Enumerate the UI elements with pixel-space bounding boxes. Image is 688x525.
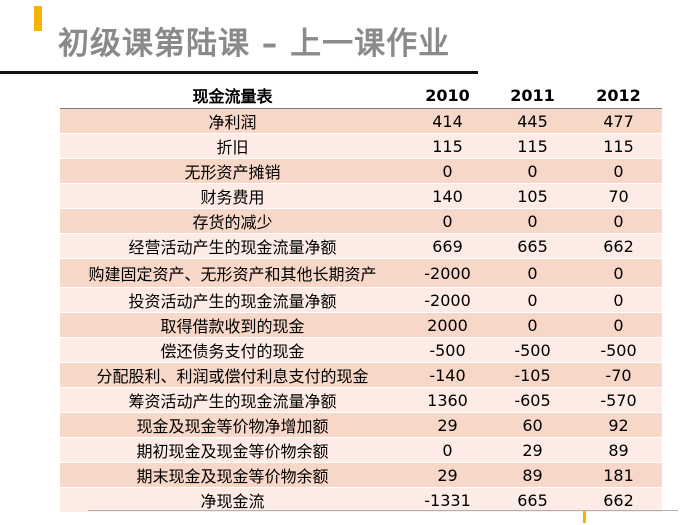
- row-value: 0: [490, 208, 575, 234]
- row-label: 筹资活动产生的现金流量净额: [60, 387, 405, 413]
- row-value: 29: [405, 462, 490, 488]
- footer-divider: [88, 510, 678, 511]
- row-value: 0: [405, 158, 490, 184]
- row-label: 净利润: [60, 108, 405, 134]
- table-row: 净利润 414 445 477: [60, 108, 662, 134]
- row-value: 115: [405, 133, 490, 159]
- row-value: 2000: [405, 312, 490, 338]
- row-value: 0: [575, 158, 662, 184]
- row-value: -1331: [405, 487, 490, 513]
- table-row: 存货的减少 0 0 0: [60, 208, 662, 234]
- table-row: 经营活动产生的现金流量净额 669 665 662: [60, 233, 662, 259]
- table-row: 现金及现金等价物净增加额 29 60 92: [60, 412, 662, 438]
- row-label: 净现金流: [60, 487, 405, 513]
- cash-flow-table: 现金流量表 2010 2011 2012 净利润 414 445 477 折旧 …: [60, 82, 662, 513]
- row-value: 0: [575, 258, 662, 288]
- accent-bar: [34, 6, 42, 31]
- row-value: -500: [405, 337, 490, 363]
- row-label: 购建固定资产、无形资产和其他长期资产: [60, 258, 405, 288]
- table-row: 偿还债务支付的现金 -500 -500 -500: [60, 337, 662, 363]
- row-value: 70: [575, 183, 662, 209]
- row-value: -140: [405, 362, 490, 388]
- row-label: 存货的减少: [60, 208, 405, 234]
- row-value: 445: [490, 108, 575, 134]
- table-row: 期初现金及现金等价物余额 0 29 89: [60, 437, 662, 463]
- row-value: 89: [575, 437, 662, 463]
- row-label: 经营活动产生的现金流量净额: [60, 233, 405, 259]
- header-label: 现金流量表: [60, 82, 405, 109]
- row-value: 0: [490, 312, 575, 338]
- table-row: 筹资活动产生的现金流量净额 1360 -605 -570: [60, 387, 662, 413]
- row-value: 665: [490, 487, 575, 513]
- row-label: 财务费用: [60, 183, 405, 209]
- table-row: 投资活动产生的现金流量净额 -2000 0 0: [60, 287, 662, 313]
- table-row: 购建固定资产、无形资产和其他长期资产 -2000 0 0: [60, 258, 662, 288]
- row-value: 414: [405, 108, 490, 134]
- row-value: -2000: [405, 258, 490, 288]
- header-year: 2010: [405, 82, 490, 109]
- table-header-row: 现金流量表 2010 2011 2012: [60, 82, 662, 109]
- row-value: -105: [490, 362, 575, 388]
- header-year: 2011: [490, 82, 575, 109]
- row-label: 偿还债务支付的现金: [60, 337, 405, 363]
- row-label: 取得借款收到的现金: [60, 312, 405, 338]
- row-label: 无形资产摊销: [60, 158, 405, 184]
- row-value: 0: [575, 208, 662, 234]
- cash-flow-table-container: 现金流量表 2010 2011 2012 净利润 414 445 477 折旧 …: [60, 82, 662, 513]
- row-value: 0: [490, 158, 575, 184]
- row-value: 115: [575, 133, 662, 159]
- row-value: 477: [575, 108, 662, 134]
- row-label: 折旧: [60, 133, 405, 159]
- table-row: 无形资产摊销 0 0 0: [60, 158, 662, 184]
- row-value: -605: [490, 387, 575, 413]
- row-value: 0: [490, 287, 575, 313]
- row-value: -70: [575, 362, 662, 388]
- row-value: 0: [490, 258, 575, 288]
- row-label: 分配股利、利润或偿付利息支付的现金: [60, 362, 405, 388]
- row-value: 140: [405, 183, 490, 209]
- row-value: 0: [575, 312, 662, 338]
- row-value: -2000: [405, 287, 490, 313]
- row-value: 0: [575, 287, 662, 313]
- slide-title: 初级课第陆课 – 上一课作业: [58, 26, 451, 62]
- row-value: -500: [575, 337, 662, 363]
- row-value: 0: [405, 437, 490, 463]
- row-value: 0: [405, 208, 490, 234]
- row-value: 669: [405, 233, 490, 259]
- row-label: 现金及现金等价物净增加额: [60, 412, 405, 438]
- row-value: 181: [575, 462, 662, 488]
- row-value: 60: [490, 412, 575, 438]
- title-underline: [0, 71, 478, 74]
- row-label: 投资活动产生的现金流量净额: [60, 287, 405, 313]
- row-value: -500: [490, 337, 575, 363]
- row-value: 89: [490, 462, 575, 488]
- row-value: 115: [490, 133, 575, 159]
- row-value: 29: [405, 412, 490, 438]
- row-value: 665: [490, 233, 575, 259]
- table-row: 分配股利、利润或偿付利息支付的现金 -140 -105 -70: [60, 362, 662, 388]
- table-row: 期末现金及现金等价物余额 29 89 181: [60, 462, 662, 488]
- row-value: 1360: [405, 387, 490, 413]
- row-value: 662: [575, 487, 662, 513]
- table-row: 取得借款收到的现金 2000 0 0: [60, 312, 662, 338]
- table-row: 净现金流 -1331 665 662: [60, 487, 662, 513]
- header-year: 2012: [575, 82, 662, 109]
- table-row: 折旧 115 115 115: [60, 133, 662, 159]
- footer-accent-mark: [583, 511, 586, 523]
- row-value: -570: [575, 387, 662, 413]
- row-value: 92: [575, 412, 662, 438]
- row-label: 期末现金及现金等价物余额: [60, 462, 405, 488]
- table-row: 财务费用 140 105 70: [60, 183, 662, 209]
- row-value: 29: [490, 437, 575, 463]
- row-value: 662: [575, 233, 662, 259]
- row-label: 期初现金及现金等价物余额: [60, 437, 405, 463]
- row-value: 105: [490, 183, 575, 209]
